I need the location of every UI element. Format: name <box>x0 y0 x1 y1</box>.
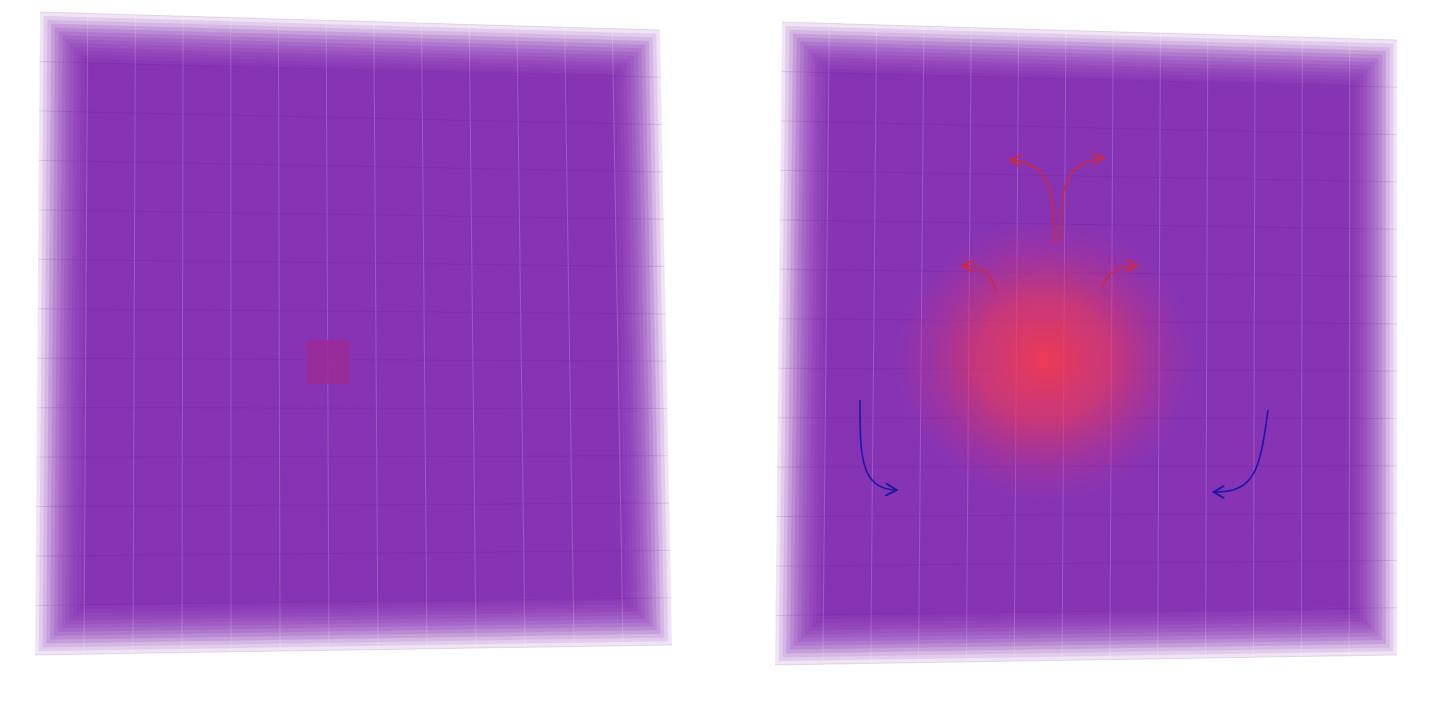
grid-line <box>781 70 1398 88</box>
grid-line <box>38 209 664 220</box>
grid-line <box>34 11 41 656</box>
grid-line <box>36 502 670 508</box>
grid-line <box>35 597 672 607</box>
grid-line <box>870 24 878 664</box>
voxel-layer <box>46 23 661 644</box>
grid-line <box>780 120 1398 136</box>
grid-line <box>421 23 428 649</box>
grid-line <box>1300 37 1303 657</box>
flow-arrows-up <box>964 158 1135 291</box>
arrow <box>1012 160 1055 243</box>
grid-line <box>35 549 671 557</box>
arrow <box>964 266 997 291</box>
flow-arrows-down <box>859 399 1269 492</box>
grid-line <box>39 60 661 78</box>
grid-line <box>779 219 1398 230</box>
grid-line <box>38 159 663 173</box>
grid-line <box>774 21 783 666</box>
arrow <box>1102 266 1135 288</box>
voxel-layer <box>42 19 665 648</box>
voxel-layer <box>50 27 657 640</box>
grid-line <box>1205 34 1209 659</box>
voxel-layer <box>38 15 669 652</box>
grid-line <box>83 13 89 655</box>
grid-line <box>774 654 1398 666</box>
voxel-layer <box>61 39 646 629</box>
grid-line <box>39 11 661 31</box>
voxel-layer <box>76 54 630 613</box>
grid-line <box>36 407 668 409</box>
grid-line <box>36 455 669 458</box>
voxel-layer <box>57 35 649 632</box>
voxel-layer <box>54 31 653 636</box>
voxel-layer <box>84 62 623 606</box>
voxel-layer <box>35 12 672 655</box>
source-cube <box>306 340 350 384</box>
grid-line <box>1252 35 1256 658</box>
grid-line <box>181 16 184 653</box>
grid-line <box>776 559 1398 567</box>
grid-line <box>516 25 526 648</box>
grid-line <box>564 27 575 647</box>
grid-line <box>39 110 662 126</box>
grid-line <box>468 24 477 649</box>
voxel-layer <box>80 58 626 609</box>
grid-line <box>38 258 665 268</box>
grid-line <box>611 28 624 646</box>
heat-region <box>895 220 1195 500</box>
grid-line <box>132 14 136 654</box>
grid-line <box>775 607 1398 617</box>
grid-line <box>373 21 379 650</box>
voxel-layer <box>73 50 634 617</box>
grid-line <box>1348 38 1351 656</box>
grid-line <box>37 357 667 362</box>
grid-line <box>325 20 330 651</box>
grid-line <box>781 21 1398 41</box>
voxel-layer <box>69 46 638 621</box>
voxel-layer <box>65 43 642 625</box>
grid-line <box>277 18 281 652</box>
grid-line <box>776 512 1398 518</box>
grid-line <box>34 644 673 656</box>
grid-line <box>780 169 1398 183</box>
arrow <box>1059 158 1102 243</box>
left-volume <box>34 11 673 656</box>
grid-line <box>37 308 666 315</box>
grid-line <box>659 29 673 646</box>
arrow <box>1215 409 1269 492</box>
arrow <box>859 399 895 490</box>
grid-line <box>822 23 830 665</box>
